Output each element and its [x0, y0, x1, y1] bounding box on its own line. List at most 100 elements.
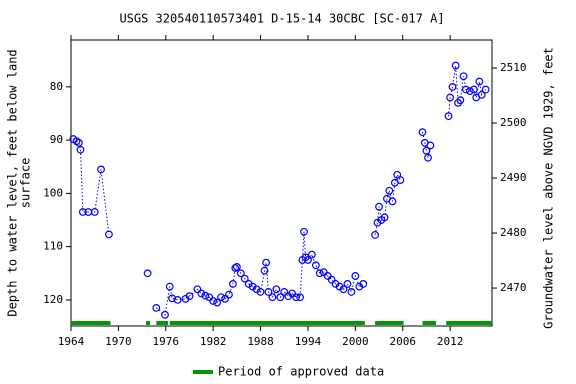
data-point [343, 280, 352, 288]
data-point [296, 293, 304, 302]
data-point [315, 269, 324, 278]
y2-tick-label: 2480 [500, 226, 527, 239]
data-point [209, 297, 218, 305]
y-tick-label: 80 [50, 80, 63, 93]
approved-period [375, 321, 404, 325]
data-point [462, 85, 470, 94]
data-point [418, 128, 427, 137]
data-point [451, 61, 460, 70]
x-tick-label: 1964 [58, 335, 85, 348]
data-point [375, 202, 383, 211]
data-point [459, 72, 468, 81]
data-point [319, 268, 328, 277]
approved-period [71, 321, 111, 325]
data-point [105, 230, 113, 239]
y-axis-label: Depth to water level, feet below land [6, 49, 20, 316]
approved-period [146, 321, 150, 325]
data-point [469, 85, 478, 94]
data-point [424, 153, 432, 162]
x-tick-label: 1994 [295, 335, 322, 348]
data-point [385, 186, 394, 195]
approved-period [422, 321, 436, 325]
y2-tick-label: 2490 [500, 171, 527, 184]
data-point [347, 288, 356, 296]
data-point [444, 112, 453, 121]
approved-period [156, 321, 169, 325]
data-point [446, 93, 455, 102]
data-point [185, 292, 194, 301]
series-line [73, 65, 487, 316]
data-point [97, 165, 105, 174]
data-point [236, 269, 245, 278]
data-point [300, 227, 308, 236]
data-point [229, 280, 237, 288]
data-point [165, 282, 174, 291]
y-axis-label: surface [19, 158, 33, 209]
data-point [380, 213, 389, 222]
data-point [388, 197, 397, 206]
data-point [197, 289, 206, 298]
y-tick-label: 90 [50, 133, 63, 146]
data-point [173, 296, 182, 304]
data-point [422, 146, 431, 155]
x-tick-label: 2006 [389, 335, 416, 348]
data-point [217, 293, 225, 302]
approved-period [169, 321, 365, 325]
legend-label: Period of approved data [218, 365, 384, 379]
plot-frame [70, 39, 493, 327]
data-point [231, 264, 240, 272]
approved-period [446, 321, 492, 325]
data-point [426, 141, 435, 150]
y2-axis-label: Groundwater level above NGVD 1929, feet [542, 47, 556, 329]
data-point [371, 231, 379, 239]
data-point [477, 90, 486, 99]
data-point [276, 293, 285, 302]
data-point [143, 269, 152, 278]
data-point [260, 266, 269, 275]
data-point [262, 258, 270, 267]
data-point [280, 288, 289, 296]
x-tick-label: 1982 [200, 335, 227, 348]
data-point [221, 294, 229, 303]
data-point [74, 138, 83, 147]
chart-title: USGS 320540110573401 D-15-14 30CBC [SC-0… [119, 12, 444, 26]
data-point [327, 275, 336, 284]
data-point [475, 77, 484, 86]
data-point [264, 288, 273, 296]
data-point [339, 285, 348, 294]
data-point [78, 208, 87, 216]
data-point [201, 291, 210, 300]
y-tick-label: 110 [43, 240, 63, 253]
data-point [193, 285, 202, 294]
data-point [311, 261, 320, 270]
data-point [359, 280, 368, 288]
data-point [292, 293, 301, 302]
x-tick-label: 1970 [105, 335, 132, 348]
data-point [240, 274, 249, 283]
data-point [152, 303, 161, 312]
data-point [268, 293, 277, 302]
y2-tick-label: 2500 [500, 116, 527, 129]
data-point [465, 87, 474, 96]
data-point [481, 85, 490, 94]
y2-tick-label: 2470 [500, 281, 527, 294]
data-point [456, 96, 465, 105]
data-point [161, 310, 169, 319]
x-tick-label: 2000 [342, 335, 369, 348]
data-point [272, 285, 281, 294]
data-point [232, 262, 241, 271]
data-point [396, 176, 405, 184]
data-point [90, 208, 99, 216]
data-point [256, 288, 265, 296]
x-tick-label: 1976 [153, 335, 180, 348]
data-point [448, 82, 457, 91]
x-tick-label: 2012 [437, 335, 464, 348]
data-point [225, 290, 233, 299]
y-tick-label: 120 [43, 293, 63, 306]
y-tick-label: 100 [43, 186, 63, 199]
data-point [76, 145, 85, 154]
y2-tick-label: 2510 [500, 61, 527, 74]
data-point [168, 294, 177, 303]
